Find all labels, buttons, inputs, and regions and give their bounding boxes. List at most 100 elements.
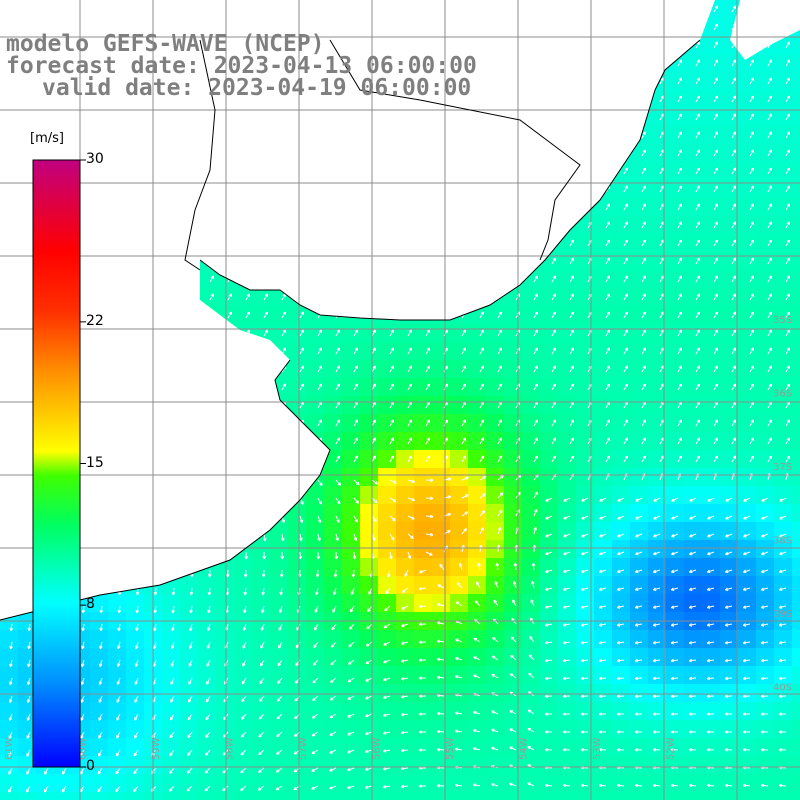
wind-cell bbox=[702, 90, 721, 109]
wind-cell bbox=[450, 414, 469, 433]
wind-cell bbox=[684, 198, 703, 217]
colorbar bbox=[32, 159, 81, 768]
wind-cell bbox=[558, 702, 577, 721]
wind-cell bbox=[486, 792, 505, 800]
wind-cell bbox=[450, 648, 469, 667]
wind-cell bbox=[342, 558, 361, 577]
wind-cell bbox=[540, 720, 559, 739]
wind-cell bbox=[630, 450, 649, 469]
wind-cell bbox=[594, 540, 613, 559]
wind-cell bbox=[450, 774, 469, 793]
wind-cell bbox=[540, 414, 559, 433]
wind-cell bbox=[612, 432, 631, 451]
wind-cell bbox=[342, 684, 361, 703]
wind-cell bbox=[324, 432, 343, 451]
wind-cell bbox=[486, 576, 505, 595]
wind-cell bbox=[792, 522, 800, 541]
wind-cell bbox=[468, 558, 487, 577]
wind-cell bbox=[432, 450, 451, 469]
wind-cell bbox=[432, 396, 451, 415]
wind-cell bbox=[594, 522, 613, 541]
wind-cell bbox=[234, 648, 253, 667]
wind-cell bbox=[540, 522, 559, 541]
wind-cell bbox=[648, 144, 667, 163]
wind-cell bbox=[792, 594, 800, 613]
wind-cell bbox=[720, 162, 739, 181]
wind-cell bbox=[414, 504, 433, 523]
wind-cell bbox=[666, 432, 685, 451]
wind-cell bbox=[540, 648, 559, 667]
wind-cell bbox=[540, 360, 559, 379]
wind-cell bbox=[666, 162, 685, 181]
wind-cell bbox=[666, 252, 685, 271]
lon-label: 53W bbox=[592, 737, 603, 760]
wind-cell bbox=[738, 738, 757, 757]
wind-cell bbox=[774, 180, 793, 199]
wind-cell bbox=[630, 720, 649, 739]
wind-cell bbox=[738, 162, 757, 181]
wind-cell bbox=[522, 324, 541, 343]
wind-cell bbox=[540, 558, 559, 577]
wind-cell bbox=[324, 486, 343, 505]
wind-cell bbox=[576, 252, 595, 271]
wind-cell bbox=[738, 792, 757, 800]
wind-cell bbox=[540, 594, 559, 613]
lat-label: 38S bbox=[773, 536, 792, 547]
wind-cell bbox=[576, 576, 595, 595]
wind-cell bbox=[774, 558, 793, 577]
wind-cell bbox=[252, 576, 271, 595]
wind-cell bbox=[702, 342, 721, 361]
wind-cell bbox=[504, 360, 523, 379]
wind-cell bbox=[396, 594, 415, 613]
wind-cell bbox=[0, 630, 19, 649]
wind-cell bbox=[774, 738, 793, 757]
wind-cell bbox=[198, 756, 217, 775]
wind-cell bbox=[558, 666, 577, 685]
wind-cell bbox=[774, 234, 793, 253]
wind-cell bbox=[630, 432, 649, 451]
wind-cell bbox=[702, 486, 721, 505]
wind-cell bbox=[522, 486, 541, 505]
wind-cell bbox=[414, 666, 433, 685]
wind-cell bbox=[558, 360, 577, 379]
wind-cell bbox=[684, 504, 703, 523]
wind-cell bbox=[18, 774, 37, 793]
wind-cell bbox=[792, 360, 800, 379]
wind-cell bbox=[558, 486, 577, 505]
wind-cell bbox=[324, 342, 343, 361]
wind-cell bbox=[576, 396, 595, 415]
wind-cell bbox=[648, 270, 667, 289]
wind-cell bbox=[306, 558, 325, 577]
wind-cell bbox=[216, 288, 235, 307]
wind-cell bbox=[486, 432, 505, 451]
wind-cell bbox=[342, 378, 361, 397]
wind-cell bbox=[432, 486, 451, 505]
wind-cell bbox=[540, 486, 559, 505]
wind-cell bbox=[720, 702, 739, 721]
wind-cell bbox=[450, 702, 469, 721]
wind-cell bbox=[306, 504, 325, 523]
wind-cell bbox=[774, 108, 793, 127]
wind-cell bbox=[432, 774, 451, 793]
wind-cell bbox=[720, 324, 739, 343]
wind-cell bbox=[486, 684, 505, 703]
wind-cell bbox=[720, 54, 739, 73]
wind-cell bbox=[234, 792, 253, 800]
wind-cell bbox=[576, 648, 595, 667]
wind-cell bbox=[378, 378, 397, 397]
wind-cell bbox=[288, 504, 307, 523]
wind-cell bbox=[594, 594, 613, 613]
wind-cell bbox=[486, 360, 505, 379]
wind-cell bbox=[792, 468, 800, 487]
wind-cell bbox=[792, 306, 800, 325]
wind-cell bbox=[594, 630, 613, 649]
wind-cell bbox=[360, 720, 379, 739]
wind-cell bbox=[648, 360, 667, 379]
wind-cell bbox=[738, 72, 757, 91]
wind-cell bbox=[594, 324, 613, 343]
wind-cell bbox=[576, 504, 595, 523]
wind-cell bbox=[648, 180, 667, 199]
wind-cell bbox=[774, 216, 793, 235]
wind-cell bbox=[450, 720, 469, 739]
wind-cell bbox=[756, 720, 775, 739]
